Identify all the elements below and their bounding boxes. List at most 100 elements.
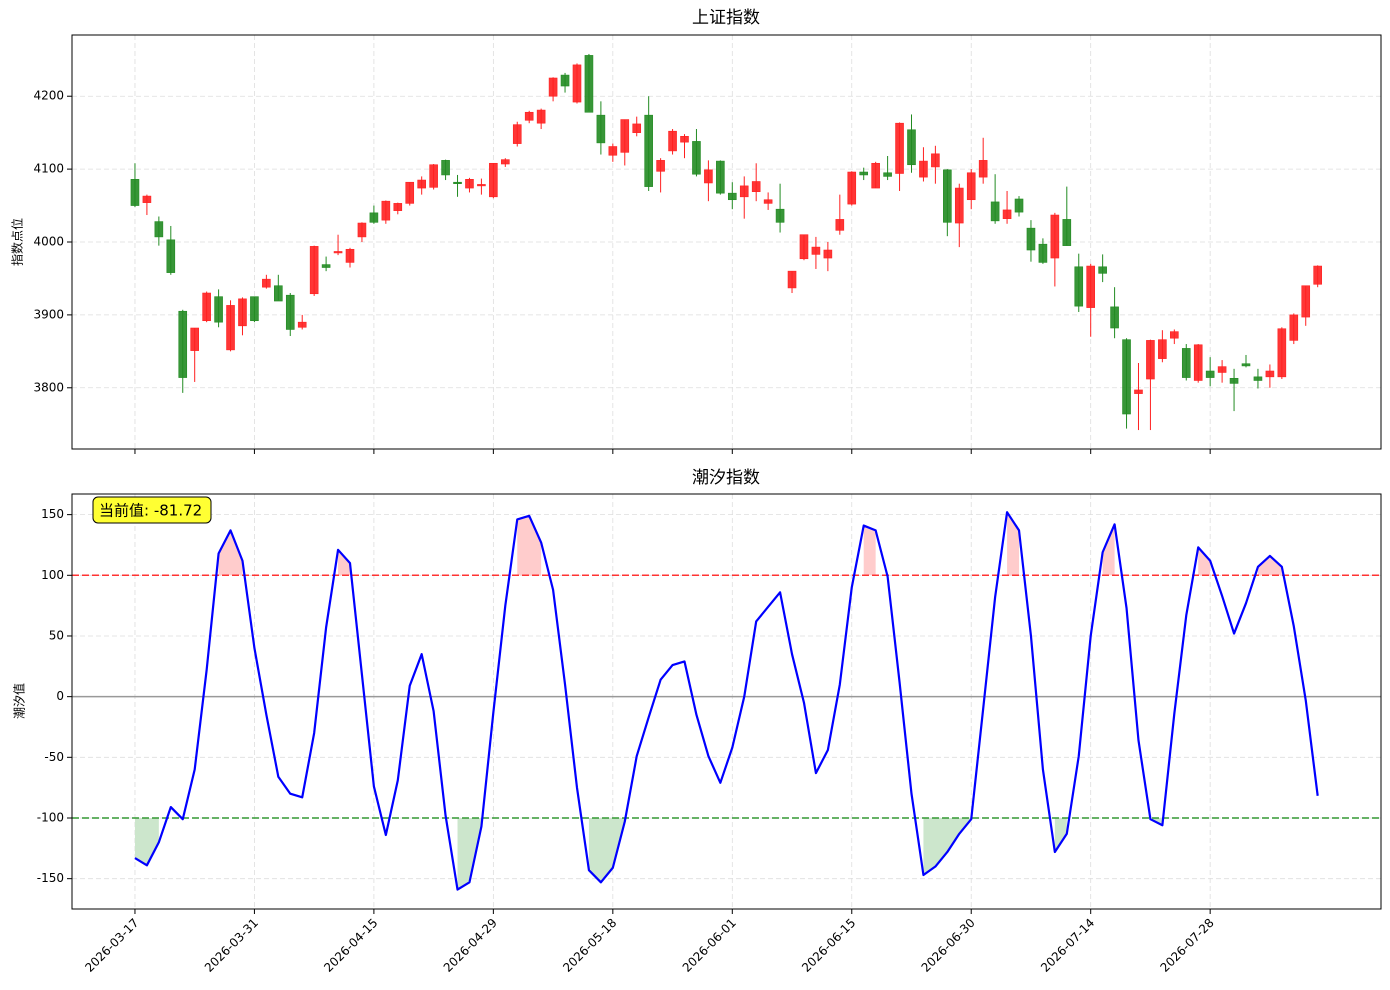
candle-body: [453, 181, 462, 184]
candle-body: [1229, 377, 1239, 384]
threshold-fill: [1007, 512, 1020, 576]
candle-body: [787, 270, 797, 289]
candle-body: [895, 122, 904, 174]
candle-body: [345, 248, 355, 263]
candle-body: [1301, 285, 1311, 318]
candle-body: [931, 153, 940, 168]
candle-body: [1086, 265, 1095, 308]
x-tick-label: 2026-03-31: [202, 916, 261, 975]
annotation-box: [92, 496, 212, 524]
candle-body: [214, 296, 223, 323]
candle-body: [429, 164, 438, 188]
candle-body: [775, 208, 785, 223]
candle-body: [274, 285, 283, 302]
candle-body: [596, 114, 606, 144]
plot-frame: [71, 34, 1382, 450]
candle-body: [919, 160, 928, 178]
candle-body: [620, 119, 630, 153]
candle-body: [1313, 265, 1322, 285]
candle-body: [393, 203, 403, 211]
candle-body: [357, 222, 367, 238]
candle-body: [990, 201, 1000, 222]
candle-body: [584, 55, 594, 113]
candle-body: [1098, 266, 1107, 274]
candle-body: [1014, 198, 1024, 213]
candle-body: [859, 171, 869, 176]
y-tick-label: 4200: [33, 89, 64, 103]
threshold-fill: [338, 549, 350, 576]
candle-body: [978, 160, 988, 178]
candle-body: [166, 239, 176, 273]
candle-body: [966, 172, 976, 201]
candle-body: [1134, 389, 1143, 394]
candle-body: [883, 172, 892, 177]
candle-body: [489, 162, 498, 198]
candle-body: [465, 179, 474, 189]
candle-body: [716, 160, 725, 194]
candle-body: [202, 292, 211, 322]
candle-body: [1205, 370, 1215, 378]
y-tick-label: 0: [56, 689, 64, 703]
y-tick-label: 3800: [33, 380, 64, 394]
candle-body: [799, 234, 809, 260]
candle-body: [668, 130, 677, 152]
candle-body: [1277, 328, 1287, 378]
candle-body: [632, 123, 642, 133]
x-tick-label: 2026-04-15: [321, 916, 380, 975]
candle-body: [656, 160, 665, 172]
candle-body: [512, 124, 522, 144]
candle-body: [1217, 366, 1227, 373]
candle-body: [835, 219, 845, 231]
candle-body: [238, 298, 247, 327]
candle-body: [1074, 266, 1084, 307]
candle-body: [501, 159, 510, 165]
data-line: [134, 511, 1319, 891]
candle-body: [297, 321, 307, 328]
threshold-fill: [1054, 817, 1067, 852]
candle-body: [704, 169, 713, 184]
x-tick-label: 2026-03-17: [82, 916, 141, 975]
candle-body: [142, 195, 152, 203]
threshold-fill: [517, 515, 542, 576]
candle-body: [1002, 209, 1012, 219]
y-tick-label: -100: [37, 810, 64, 824]
candle-body: [441, 160, 450, 176]
candle-body: [405, 181, 415, 204]
candle-body: [1110, 306, 1119, 329]
candle-body: [644, 114, 653, 187]
candle-body: [1038, 243, 1048, 263]
candle-body: [226, 305, 235, 351]
candle-body: [321, 264, 331, 268]
candle-body: [680, 136, 689, 143]
candle-body: [1193, 344, 1203, 381]
y-tick-label: 100: [41, 568, 64, 582]
y-tick-label: 150: [41, 507, 64, 521]
candle-body: [1253, 376, 1263, 381]
candle-body: [524, 111, 534, 121]
candle-body: [536, 109, 546, 124]
candle-body: [1146, 340, 1155, 380]
x-tick-label: 2026-06-01: [680, 916, 739, 975]
candle-body: [871, 162, 880, 189]
candle-body: [1170, 331, 1179, 339]
candle-body: [369, 212, 379, 223]
candle-body: [907, 129, 916, 166]
candle-body: [560, 74, 570, 87]
chart-title: 上证指数: [692, 8, 760, 28]
y-tick-label: 50: [49, 628, 64, 642]
threshold-fill: [1198, 547, 1211, 576]
candle-body: [333, 251, 343, 254]
x-tick-label: 2026-06-15: [799, 916, 858, 975]
threshold-fill: [588, 817, 625, 883]
x-tick-label: 2026-07-14: [1038, 916, 1097, 975]
candle-body: [763, 199, 773, 204]
candle-body: [381, 200, 391, 221]
candle-body: [811, 246, 821, 255]
candle-body: [1265, 370, 1275, 378]
y-tick-label: 4100: [33, 162, 64, 176]
y-axis-label: 指数点位: [10, 218, 25, 266]
candle-body: [954, 187, 964, 224]
threshold-fill: [1257, 555, 1282, 576]
candle-body: [477, 184, 486, 187]
